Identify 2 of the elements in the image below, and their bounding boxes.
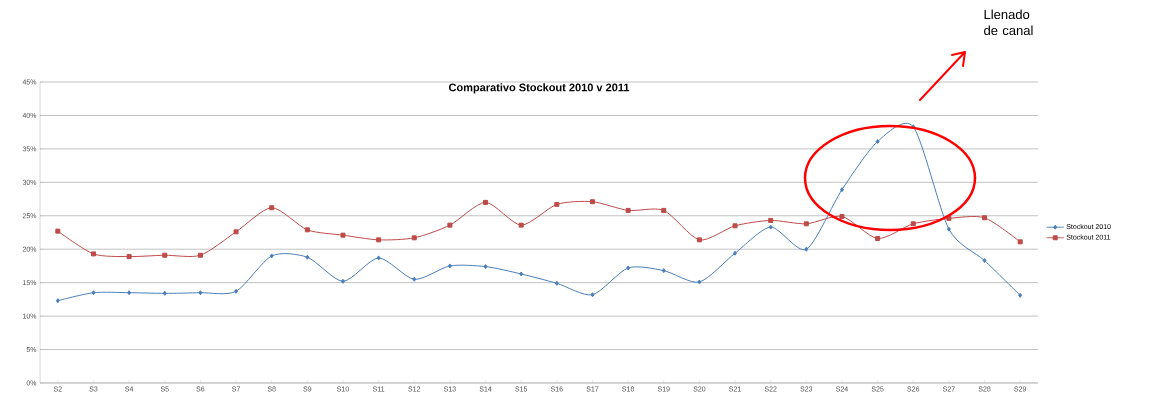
chart-title: Comparativo Stockout 2010 v 2011 [448,83,630,94]
text: Llenado de canal [984,9,1033,36]
